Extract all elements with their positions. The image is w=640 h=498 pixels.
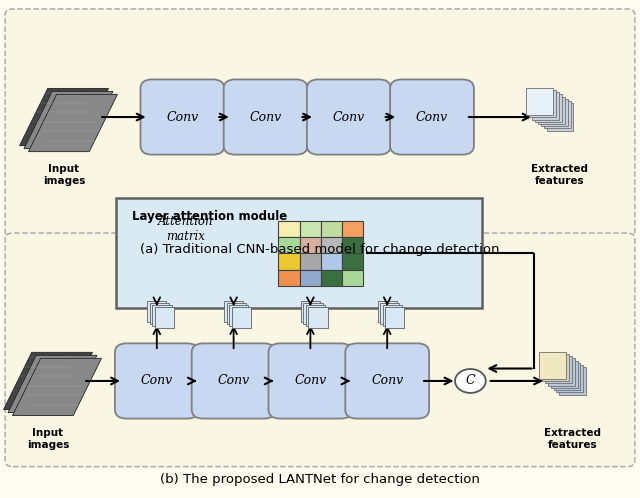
Bar [559, 368, 586, 394]
FancyBboxPatch shape [307, 79, 390, 154]
Text: (a) Traditional CNN-based model for change detection: (a) Traditional CNN-based model for chan… [140, 243, 500, 255]
Bar [342, 270, 363, 286]
Bar [557, 365, 584, 392]
Polygon shape [29, 95, 118, 151]
Bar [554, 363, 580, 390]
Bar [540, 352, 566, 379]
Bar [545, 356, 572, 383]
Bar [544, 101, 571, 128]
FancyBboxPatch shape [269, 344, 352, 418]
Bar [150, 303, 169, 324]
Bar [301, 301, 320, 322]
Text: Input
images: Input images [43, 164, 85, 186]
FancyBboxPatch shape [192, 344, 275, 418]
Bar [542, 354, 569, 381]
Text: Conv: Conv [294, 374, 326, 387]
Polygon shape [8, 356, 97, 412]
Text: Conv: Conv [166, 111, 198, 124]
FancyBboxPatch shape [5, 233, 635, 467]
Bar [155, 307, 174, 328]
Bar [300, 237, 321, 253]
Text: Conv: Conv [416, 111, 448, 124]
Text: Conv: Conv [371, 374, 403, 387]
Text: Conv: Conv [333, 111, 365, 124]
FancyBboxPatch shape [116, 198, 482, 308]
Bar [541, 99, 568, 126]
Bar [306, 305, 325, 326]
FancyBboxPatch shape [346, 344, 429, 418]
Bar [342, 221, 363, 237]
Bar [548, 359, 575, 385]
Bar [152, 305, 172, 326]
Bar [300, 221, 321, 237]
Polygon shape [20, 88, 109, 145]
Polygon shape [12, 359, 101, 415]
Bar [278, 253, 300, 270]
Bar [278, 270, 300, 286]
Text: (b) The proposed LANTNet for change detection: (b) The proposed LANTNet for change dete… [160, 473, 480, 486]
Bar [308, 307, 328, 328]
Text: Attention
matrix: Attention matrix [158, 215, 213, 243]
FancyBboxPatch shape [224, 79, 307, 154]
FancyBboxPatch shape [390, 79, 474, 154]
Polygon shape [24, 91, 113, 148]
Text: Extracted
features: Extracted features [531, 164, 589, 186]
Bar [532, 92, 559, 120]
Circle shape [455, 369, 486, 393]
Bar [300, 270, 321, 286]
Bar [278, 237, 300, 253]
Bar [529, 90, 556, 117]
Bar [547, 103, 573, 130]
Bar [321, 270, 342, 286]
Text: Conv: Conv [141, 374, 173, 387]
Text: Input
images: Input images [27, 428, 69, 450]
Bar [385, 307, 404, 328]
Text: Conv: Conv [218, 374, 250, 387]
Text: Conv: Conv [250, 111, 282, 124]
Text: Layer attention module: Layer attention module [132, 210, 288, 223]
Bar [147, 301, 166, 322]
FancyBboxPatch shape [141, 79, 225, 154]
Text: C: C [465, 374, 476, 387]
Bar [380, 303, 399, 324]
Bar [378, 301, 397, 322]
Bar [278, 221, 300, 237]
Bar [300, 253, 321, 270]
Bar [229, 305, 248, 326]
Bar [538, 97, 565, 124]
Text: Extracted
features: Extracted features [544, 428, 602, 450]
Bar [321, 237, 342, 253]
Bar [342, 237, 363, 253]
Bar [232, 307, 251, 328]
Bar [227, 303, 246, 324]
Bar [321, 221, 342, 237]
Bar [526, 88, 553, 115]
FancyBboxPatch shape [5, 9, 635, 238]
Bar [224, 301, 243, 322]
Bar [550, 361, 578, 388]
Bar [535, 94, 562, 122]
Bar [303, 303, 323, 324]
FancyBboxPatch shape [115, 344, 198, 418]
Bar [321, 253, 342, 270]
Bar [383, 305, 402, 326]
Polygon shape [3, 353, 92, 409]
Bar [342, 253, 363, 270]
